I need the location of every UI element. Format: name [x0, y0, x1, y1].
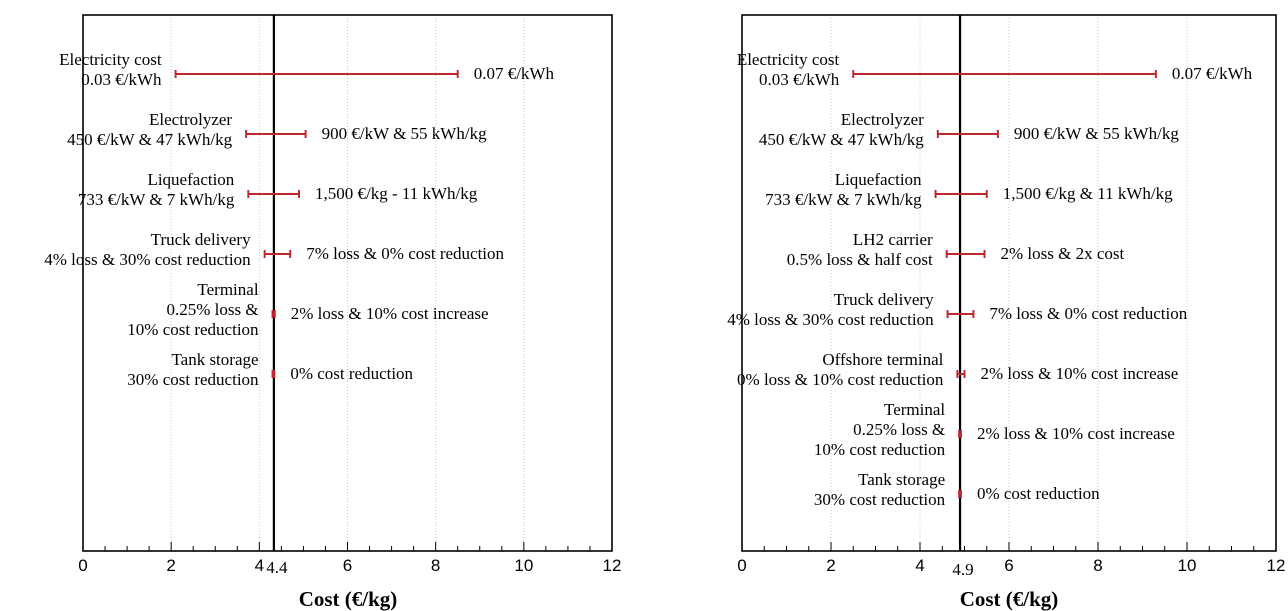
low-scenario-label-line: Tank storage: [858, 470, 945, 489]
low-scenario-label-line: Truck delivery: [151, 230, 251, 249]
x-tick-label: 8: [431, 556, 440, 575]
low-scenario-label: LH2 carrier 0.5% loss & half cost: [787, 230, 933, 269]
low-scenario-label: Electrolyzer 450 €/kW & 47 kWh/kg: [67, 110, 232, 149]
x-axis-title: Cost (€/kg): [960, 587, 1059, 611]
low-scenario-label-line: Terminal: [197, 280, 258, 299]
x-tick-label: 10: [514, 556, 533, 575]
low-scenario-label-line: 733 €/kW & 7 kWh/kg: [78, 190, 235, 209]
low-scenario-label: Liquefaction 733 €/kW & 7 kWh/kg: [765, 170, 922, 209]
x-tick-label: 2: [826, 556, 835, 575]
low-scenario-label-line: 0% loss & 10% cost reduction: [737, 370, 944, 389]
low-scenario-label-line: 4% loss & 30% cost reduction: [44, 250, 251, 269]
low-scenario-label: Offshore terminal 0% loss & 10% cost redu…: [737, 350, 944, 389]
low-scenario-label-line: LH2 carrier: [853, 230, 933, 249]
low-scenario-label: Truck delivery 4% loss & 30% cost reducti…: [727, 290, 934, 329]
low-scenario-label-line: Electricity cost: [59, 50, 162, 69]
low-scenario-label: Electricity cost 0.03 €/kWh: [59, 50, 162, 89]
low-scenario-label: Truck delivery 4% loss & 30% cost reducti…: [44, 230, 251, 269]
x-tick-label: 10: [1178, 556, 1197, 575]
low-scenario-label-line: 0.03 €/kWh: [81, 70, 162, 89]
high-scenario-label: 0% cost reduction: [977, 484, 1100, 503]
x-tick-label: 8: [1093, 556, 1102, 575]
low-scenario-label: Tank storage 30% cost reduction: [814, 470, 946, 509]
high-scenario-label: 7% loss & 0% cost reduction: [306, 244, 504, 263]
low-scenario-label-line: Electricity cost: [737, 50, 840, 69]
low-scenario-label-line: 10% cost reduction: [127, 320, 259, 339]
high-scenario-label: 2% loss & 10% cost increase: [977, 424, 1175, 443]
high-scenario-label: 1,500 €/kg - 11 kWh/kg: [315, 184, 478, 203]
x-axis-title: Cost (€/kg): [299, 587, 398, 611]
high-scenario-label: 0.07 €/kWh: [474, 64, 555, 83]
low-scenario-label-line: Electrolyzer: [149, 110, 232, 129]
baseline-value-label: 4.4: [266, 558, 288, 577]
low-scenario-label-line: 0.5% loss & half cost: [787, 250, 933, 269]
high-scenario-label: 2% loss & 10% cost increase: [981, 364, 1179, 383]
low-scenario-label: Terminal 0.25% loss & 10% cost reduction: [127, 280, 259, 339]
x-tick-label: 12: [603, 556, 622, 575]
low-scenario-label-line: Liquefaction: [835, 170, 922, 189]
x-tick-label: 6: [343, 556, 352, 575]
low-scenario-label: Electrolyzer 450 €/kW & 47 kWh/kg: [759, 110, 924, 149]
high-scenario-label: 900 €/kW & 55 kWh/kg: [1014, 124, 1179, 143]
low-scenario-label-line: Offshore terminal: [822, 350, 943, 369]
x-tick-label: 0: [737, 556, 746, 575]
x-tick-label: 12: [1267, 556, 1286, 575]
high-scenario-label: 7% loss & 0% cost reduction: [989, 304, 1187, 323]
low-scenario-label-line: 30% cost reduction: [814, 490, 946, 509]
x-tick-label: 0: [78, 556, 87, 575]
low-scenario-label-line: 733 €/kW & 7 kWh/kg: [765, 190, 922, 209]
high-scenario-label: 0% cost reduction: [290, 364, 413, 383]
low-scenario-label: Liquefaction 733 €/kW & 7 kWh/kg: [78, 170, 235, 209]
low-scenario-label-line: 4% loss & 30% cost reduction: [727, 310, 934, 329]
high-scenario-label: 2% loss & 2x cost: [1001, 244, 1125, 263]
high-scenario-label: 900 €/kW & 55 kWh/kg: [322, 124, 487, 143]
high-scenario-label: 1,500 €/kg & 11 kWh/kg: [1003, 184, 1173, 203]
low-scenario-label-line: Electrolyzer: [841, 110, 924, 129]
low-scenario-label: Terminal 0.25% loss & 10% cost reduction: [814, 400, 946, 459]
low-scenario-label-line: Tank storage: [171, 350, 258, 369]
low-scenario-label-line: 30% cost reduction: [127, 370, 259, 389]
x-tick-label: 4: [915, 556, 924, 575]
low-scenario-label-line: 0.25% loss &: [166, 300, 258, 319]
low-scenario-label-line: Terminal: [884, 400, 945, 419]
low-scenario-label-line: 0.03 €/kWh: [759, 70, 840, 89]
low-scenario-label-line: 10% cost reduction: [814, 440, 946, 459]
baseline-value-label: 4.9: [952, 560, 973, 579]
low-scenario-label-line: Liquefaction: [147, 170, 234, 189]
low-scenario-label: Tank storage 30% cost reduction: [127, 350, 259, 389]
low-scenario-label-line: 450 €/kW & 47 kWh/kg: [67, 130, 232, 149]
x-tick-label: 4: [255, 556, 264, 575]
low-scenario-label: Electricity cost 0.03 €/kWh: [737, 50, 840, 89]
low-scenario-label-line: Truck delivery: [834, 290, 934, 309]
high-scenario-label: 2% loss & 10% cost increase: [291, 304, 489, 323]
x-tick-label: 6: [1004, 556, 1013, 575]
high-scenario-label: 0.07 €/kWh: [1172, 64, 1253, 83]
low-scenario-label-line: 0.25% loss &: [853, 420, 945, 439]
x-tick-label: 2: [166, 556, 175, 575]
low-scenario-label-line: 450 €/kW & 47 kWh/kg: [759, 130, 924, 149]
